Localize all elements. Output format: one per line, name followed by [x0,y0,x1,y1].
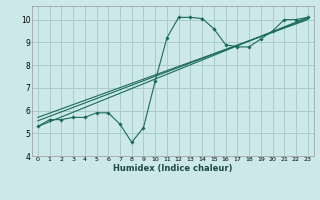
X-axis label: Humidex (Indice chaleur): Humidex (Indice chaleur) [113,164,233,173]
